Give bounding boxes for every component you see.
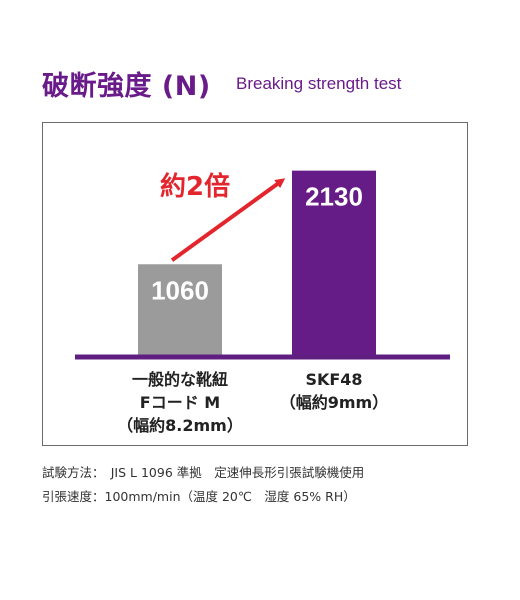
category-label-line: （幅約9mm）: [279, 393, 389, 412]
category-label-0: 一般的な靴紐 Fコード M （幅約8.2mm）: [100, 368, 260, 437]
category-label-line: SKF48: [305, 370, 363, 389]
bar-1: [292, 170, 376, 357]
bar-0: [138, 264, 222, 357]
chart-title-en: Breaking strength test: [236, 74, 402, 93]
bar-value-label-0: 1060: [151, 275, 209, 305]
ratio-arrow: [170, 178, 286, 262]
category-label-line: Fコード M: [139, 393, 221, 412]
test-method-text: 試験方法： JIS L 1096 準拠 定速伸長形引張試験機使用: [42, 465, 365, 480]
chart-frame: [42, 122, 468, 446]
test-speed-text: 引張速度：100mm/min（温度 20℃ 湿度 65% RH）: [42, 489, 356, 504]
category-label-1: SKF48 （幅約9mm）: [254, 368, 414, 414]
category-label-line: （幅約8.2mm）: [117, 416, 243, 435]
category-label-line: 一般的な靴紐: [131, 370, 228, 389]
ratio-annotation: 約2倍: [160, 171, 230, 202]
chart-title-jp: 破断強度 (N): [42, 71, 211, 102]
bar-value-label-1: 2130: [305, 182, 363, 212]
